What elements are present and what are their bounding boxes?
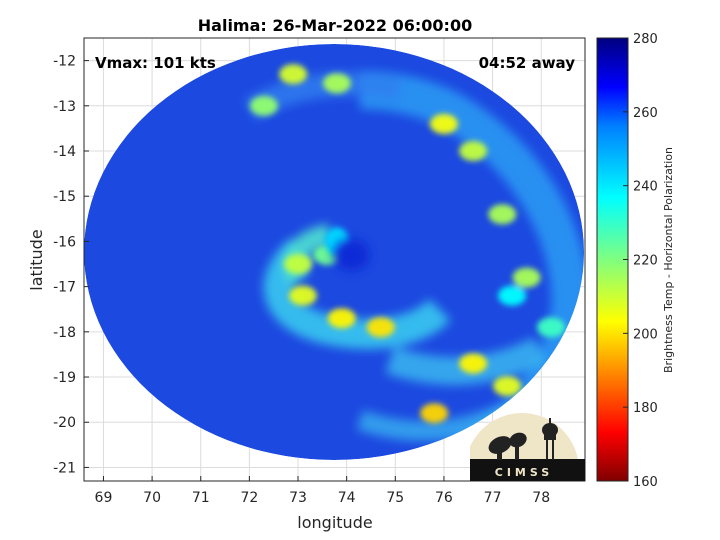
colorbar-tick-label: 280 [633, 32, 658, 47]
x-tick-label: 72 [240, 490, 258, 506]
logo-text: CIMSS [495, 466, 553, 479]
y-tick-label: -21 [53, 460, 76, 476]
band-cell [488, 204, 517, 225]
colorbar-tick-label: 220 [633, 254, 658, 269]
y-tick-label: -16 [53, 234, 76, 250]
x-axis-label: longitude [297, 513, 372, 532]
x-tick-label: 71 [192, 490, 210, 506]
x-tick-label: 73 [289, 490, 307, 506]
band-cell [284, 254, 313, 275]
y-tick-label: -15 [53, 189, 76, 205]
y-tick-label: -13 [53, 99, 76, 115]
band-cell [512, 267, 541, 288]
y-tick-label: -17 [53, 280, 76, 296]
band-cell [459, 141, 488, 162]
band-cell [288, 285, 317, 306]
colorbar-tick-label: 260 [633, 106, 658, 121]
colorbar-tick-label: 200 [633, 327, 658, 342]
x-tick-label: 78 [532, 490, 550, 506]
x-ticks: 69 70 71 72 73 74 75 76 77 78 [95, 476, 550, 506]
y-tick-label: -12 [53, 54, 76, 70]
band-cell [429, 113, 458, 134]
x-tick-label: 76 [435, 490, 453, 506]
band-cell [459, 353, 488, 374]
x-tick-label: 77 [484, 490, 502, 506]
colorbar-tick-label: 160 [633, 475, 658, 490]
storm-eye [333, 238, 370, 271]
band-cells [249, 64, 565, 424]
chart-title: Halima: 26-Mar-2022 06:00:00 [198, 16, 472, 35]
y-tick-label: -18 [53, 325, 76, 341]
vmax-annotation: Vmax: 101 kts [95, 54, 216, 72]
y-tick-label: -14 [53, 144, 76, 160]
y-ticks: -12 -13 -14 -15 -16 -17 -18 -19 -20 -21 [53, 54, 89, 476]
x-tick-label: 69 [95, 490, 113, 506]
feature-layer [249, 64, 565, 424]
colorbar-tick-label: 240 [633, 180, 658, 195]
y-tick-label: -20 [53, 415, 76, 431]
band-cell [498, 285, 527, 306]
time-away-annotation: 04:52 away [479, 54, 576, 72]
satellite-dish-icon [488, 432, 527, 460]
band-cell [366, 317, 395, 338]
colorbar-ticks: 160 180 200 220 240 260 280 [623, 32, 658, 490]
water-tower-icon [542, 418, 558, 460]
x-tick-label: 70 [143, 490, 161, 506]
band-cell [536, 317, 565, 338]
cimss-logo: CIMSS [470, 413, 585, 481]
colorbar-label: Brightness Temp - Horizontal Polarizatio… [662, 147, 675, 373]
logo-band [470, 459, 585, 481]
y-axis-label: latitude [27, 229, 46, 290]
band-cell [279, 64, 308, 85]
x-tick-label: 74 [338, 490, 356, 506]
band-cell [249, 95, 278, 116]
band-cell [420, 403, 449, 424]
axes-frame [83, 37, 586, 482]
band-cell [322, 73, 351, 94]
x-tick-label: 75 [386, 490, 404, 506]
colorbar-tick-label: 180 [633, 401, 658, 416]
y-tick-label: -19 [53, 370, 76, 386]
band-cell [493, 376, 522, 397]
band-cell [327, 308, 356, 329]
